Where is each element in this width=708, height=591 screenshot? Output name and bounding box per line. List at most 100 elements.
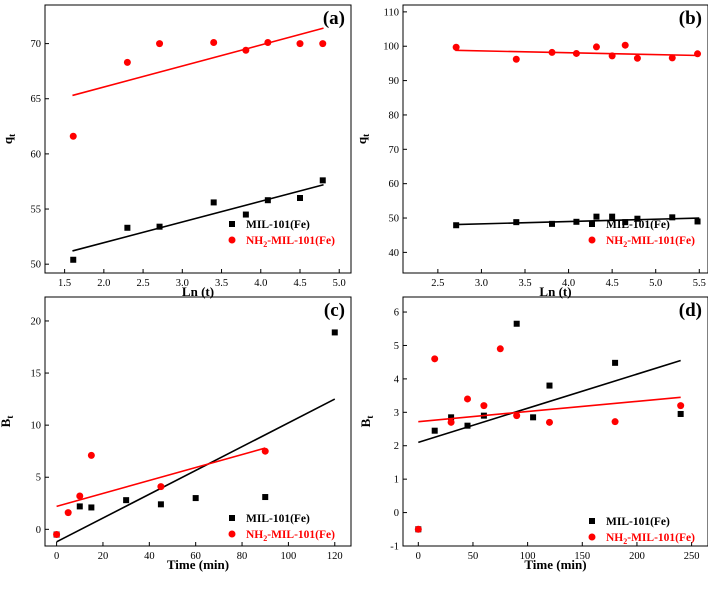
legend-label: MIL-101(Fe) [606, 516, 670, 528]
x-tick-label: 100 [520, 551, 536, 562]
legend-label-main: MIL-101(Fe) [246, 219, 310, 231]
panel-d: 0 50 100 150 200 250 -1 0 1 2 3 4 5 6 Time (min) Bt (d) M… [358, 296, 708, 572]
legend-marker [588, 533, 596, 541]
data-point [69, 132, 77, 140]
data-point [633, 54, 641, 62]
y-tick-label: 110 [384, 7, 399, 18]
y-tick-label: -1 [390, 542, 399, 553]
x-axis-label: Time (min) [524, 557, 586, 572]
x-tick-label: 100 [281, 551, 297, 562]
data-point [513, 320, 520, 327]
data-point [677, 402, 685, 410]
plot-frame [44, 296, 352, 547]
y-tick-label: 4 [394, 374, 400, 385]
legend-label-sub: 2 [263, 534, 267, 543]
data-point [668, 54, 676, 62]
data-point [611, 418, 619, 426]
data-point [264, 38, 272, 46]
x-axis-label: Time (min) [167, 557, 229, 572]
data-point [677, 410, 684, 417]
plot-frame [402, 4, 708, 274]
series-nh2-mil-101-fe [69, 27, 327, 140]
data-point [157, 483, 165, 491]
data-point [621, 41, 629, 49]
data-point [452, 43, 460, 51]
x-tick-label: 4.5 [293, 278, 306, 289]
legend-label: MIL-101(Fe) [246, 219, 310, 231]
x-tick-label: 3.0 [475, 278, 488, 289]
y-tick-label: 70 [31, 39, 42, 50]
x-tick-label: 5.0 [649, 278, 662, 289]
series-nh2-mil-101-fe [414, 345, 685, 533]
legend-label: NH2-MIL-101(Fe) [246, 235, 335, 249]
data-point [608, 52, 616, 60]
x-tick-label: 200 [629, 551, 645, 562]
data-point [480, 402, 488, 410]
data-point [512, 55, 520, 63]
x-tick-label: 1.5 [58, 278, 71, 289]
y-axis-label-sub: t [365, 416, 375, 419]
legend-label-tail: -MIL-101(Fe) [267, 235, 335, 247]
data-point [64, 509, 72, 517]
y-axis-label: Bt [0, 416, 15, 428]
y-tick-label: 3 [394, 408, 399, 419]
data-point [123, 497, 130, 504]
data-point [669, 214, 676, 221]
y-axis-label-main: B [0, 418, 13, 427]
data-point [453, 222, 460, 229]
legend-marker [588, 236, 596, 244]
y-tick-label: 15 [31, 369, 42, 380]
series-mil-101-fe [415, 320, 684, 533]
x-tick-label: 5.0 [333, 278, 346, 289]
x-tick-label: 3.5 [215, 278, 228, 289]
series-mil-101-fe [53, 329, 338, 543]
data-point [261, 447, 269, 455]
y-tick-label: 0 [36, 525, 41, 536]
y-tick-label: 100 [383, 42, 399, 53]
y-axis-label-sub: t [5, 416, 15, 419]
y-tick-label: 6 [394, 308, 399, 319]
y-tick-label: 65 [31, 94, 42, 105]
data-point [242, 46, 250, 54]
data-point [262, 494, 269, 501]
data-point [694, 218, 701, 225]
data-point [463, 395, 471, 403]
y-tick-label: 40 [389, 248, 400, 259]
panel-a: 1.5 2.0 2.5 3.0 3.5 4.0 4.5 5.0 50 55 60 65 70 Ln (t)… [0, 4, 352, 299]
x-tick-label: 60 [190, 551, 201, 562]
data-point [319, 40, 327, 48]
legend-label-sub: 2 [623, 537, 627, 546]
data-point [634, 215, 641, 222]
y-axis-label: qt [354, 134, 371, 144]
legend-label-main: MIL-101(Fe) [246, 513, 310, 525]
data-point [448, 414, 455, 421]
data-point [694, 50, 702, 58]
data-point [76, 503, 83, 510]
legend-marker [589, 518, 595, 524]
legend-label: NH2-MIL-101(Fe) [606, 532, 695, 546]
x-tick-label: 3.5 [518, 278, 531, 289]
data-point [157, 501, 164, 508]
legend-label: MIL-101(Fe) [246, 513, 310, 525]
x-tick-label: 2.5 [137, 278, 150, 289]
legend-label-main: NH [606, 235, 623, 247]
y-axis-label-main: q [354, 136, 369, 144]
data-point [53, 531, 61, 539]
legend-marker [589, 221, 595, 227]
data-point [545, 418, 553, 426]
data-point [210, 38, 218, 46]
data-point [496, 345, 504, 353]
x-tick-label: 2.5 [431, 278, 444, 289]
panel-label: (d) [679, 300, 702, 321]
y-tick-label: 20 [31, 316, 42, 327]
plot-frame [402, 296, 708, 547]
panel-label: (b) [679, 8, 702, 29]
data-point [572, 49, 580, 57]
data-point [530, 414, 537, 421]
legend-label: NH2-MIL-101(Fe) [246, 529, 335, 543]
legend-label-tail: -MIL-101(Fe) [267, 529, 335, 541]
data-point [192, 495, 199, 502]
data-point [414, 525, 422, 533]
y-tick-label: 2 [394, 441, 399, 452]
